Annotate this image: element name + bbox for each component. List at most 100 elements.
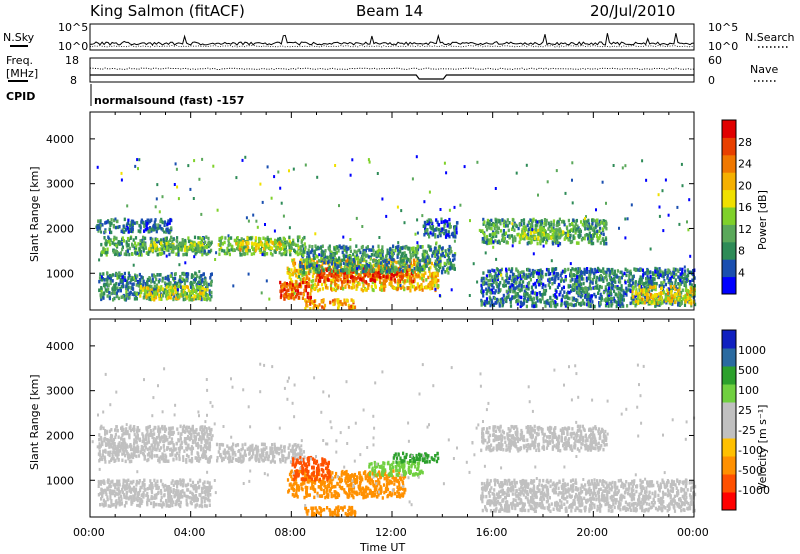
- echo-cell: [604, 224, 607, 228]
- echo-cell: [142, 243, 145, 247]
- echo-cell: [295, 274, 298, 278]
- echo-cell: [371, 288, 374, 292]
- echo-cell: [557, 235, 560, 240]
- echo-cell: [152, 273, 155, 278]
- echo-cell: [690, 283, 693, 287]
- echo-cell: [554, 267, 557, 272]
- echo-cell: [428, 260, 431, 265]
- echo-cell: [241, 248, 245, 253]
- echo-cell: [301, 237, 305, 241]
- echo-cell: [532, 217, 535, 222]
- echo-cell: [518, 240, 521, 245]
- echo-cell: [628, 281, 631, 286]
- echo-cell: [151, 242, 154, 247]
- echo-cell: [176, 239, 179, 244]
- echo-cell: [577, 286, 580, 291]
- echo-cell: [188, 297, 191, 302]
- echo-cell: [360, 287, 363, 292]
- echo-cell: [305, 276, 308, 281]
- echo-cell: [434, 275, 437, 279]
- echo-cell: [507, 228, 510, 233]
- echo-cell: [131, 223, 134, 227]
- echo-cell: [316, 273, 319, 277]
- echo-cell: [563, 295, 566, 299]
- echo-cell: [190, 294, 193, 298]
- echo-cell: [144, 220, 148, 224]
- echo-cell: [136, 274, 139, 278]
- echo-cell: [111, 241, 114, 245]
- echo-cell: [349, 249, 352, 253]
- echo-cell: [661, 299, 664, 303]
- echo-cell: [250, 237, 253, 241]
- echo-cell: [128, 296, 131, 300]
- echo-cell: [221, 242, 224, 246]
- echo-cell: [584, 269, 587, 274]
- echo-cell: [538, 270, 541, 274]
- echo-cell: [207, 296, 210, 301]
- echo-cell: [663, 290, 666, 294]
- echo-cell: [283, 284, 286, 288]
- echo-cell: [117, 282, 121, 287]
- echo-cell: [578, 235, 581, 239]
- echo-cell: [571, 278, 574, 282]
- echo-cell: [488, 300, 491, 305]
- echo-cell: [146, 282, 149, 286]
- echo-cell: [486, 238, 489, 242]
- echo-cell: [490, 275, 494, 279]
- echo-cell: [437, 268, 440, 273]
- echo-cell: [530, 297, 534, 302]
- echo-cell: [129, 223, 132, 228]
- echo-cell: [297, 238, 300, 243]
- echo-cell: [566, 292, 569, 297]
- echo-cell: [371, 245, 375, 249]
- echo-cell: [139, 243, 142, 247]
- echo-cell: [514, 286, 517, 291]
- echo-cell: [593, 228, 596, 233]
- echo-cell: [299, 264, 302, 269]
- echo-cell: [370, 253, 373, 257]
- echo-cell: [175, 252, 178, 256]
- echo-cell: [647, 288, 650, 292]
- echo-cell: [147, 252, 150, 256]
- echo-cell: [417, 274, 420, 278]
- echo-cell: [367, 269, 371, 273]
- echo-cell: [164, 276, 167, 281]
- echo-cell: [427, 244, 430, 248]
- echo-cell: [165, 230, 168, 234]
- echo-cell: [145, 224, 148, 228]
- echo-cell: [303, 266, 306, 270]
- echo-cell: [371, 247, 374, 252]
- echo-cell: [584, 227, 587, 231]
- echo-cell: [403, 287, 406, 292]
- echo-cell: [119, 288, 122, 293]
- echo-cell: [426, 219, 429, 224]
- echo-cell: [635, 288, 638, 292]
- echo-cell: [368, 271, 372, 276]
- echo-cell: [519, 271, 522, 275]
- echo-cell: [649, 270, 652, 274]
- echo-cell: [520, 219, 523, 223]
- echo-cell: [532, 234, 535, 239]
- echo-cell: [435, 226, 438, 231]
- echo-cell: [409, 255, 412, 260]
- echo-cell: [313, 268, 316, 272]
- echo-cell: [613, 289, 616, 293]
- echo-cell: [526, 274, 529, 279]
- echo-cell: [118, 242, 121, 246]
- echo-cell: [99, 295, 102, 299]
- echo-cell: [439, 256, 442, 260]
- echo-cell: [413, 250, 416, 254]
- echo-cell: [400, 270, 403, 274]
- echo-cell: [531, 304, 534, 308]
- echo-cell: [131, 229, 134, 234]
- echo-cell: [330, 250, 333, 254]
- echo-cell: [299, 251, 302, 256]
- echo-cell: [362, 283, 365, 288]
- echo-cell: [290, 287, 293, 291]
- echo-cell: [297, 269, 300, 273]
- echo-cell: [598, 288, 601, 292]
- echo-cell: [516, 277, 519, 281]
- echo-cell: [389, 247, 392, 251]
- echo-cell: [219, 243, 222, 248]
- echo-cell: [134, 273, 137, 277]
